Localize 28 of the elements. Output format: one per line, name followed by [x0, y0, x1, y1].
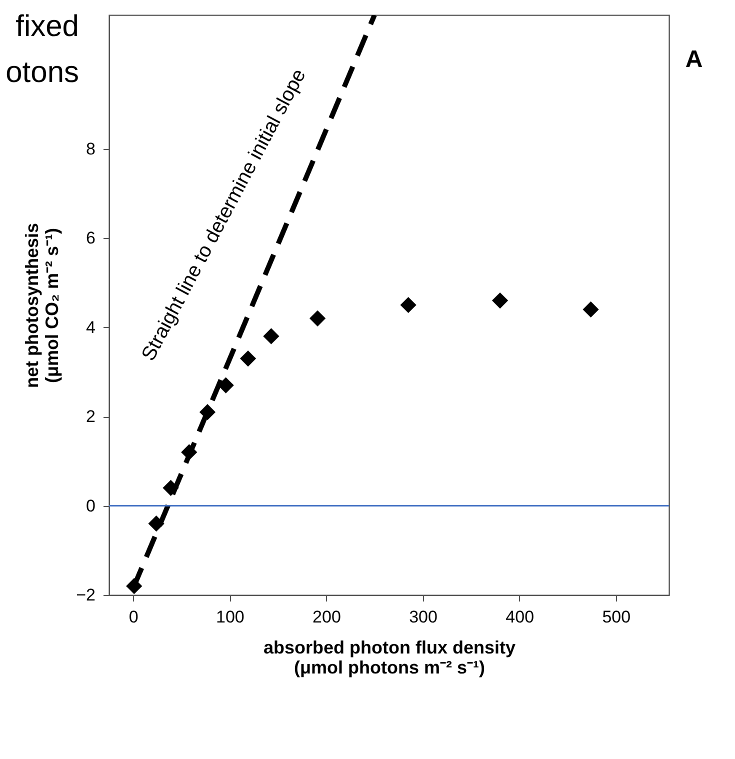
- point: [240, 350, 256, 367]
- x-tick-label: 500: [602, 608, 631, 626]
- y-tick-label: 2: [86, 407, 96, 426]
- x-tick-label: 100: [216, 608, 244, 626]
- text: fixed: [16, 10, 79, 43]
- point: [400, 296, 416, 314]
- point: [263, 328, 280, 344]
- point: [199, 404, 216, 420]
- y-axis-title: net photosynthesis (μmol CO₂ m⁻² s⁻¹): [22, 222, 62, 388]
- point: [126, 578, 142, 594]
- point: [181, 444, 198, 460]
- point: [582, 301, 599, 318]
- y-tick-label: 6: [86, 228, 96, 248]
- text: A: [685, 46, 703, 73]
- y-tick-label: 8: [86, 139, 96, 158]
- point: [492, 292, 508, 309]
- y-tick-label: 0: [86, 496, 96, 516]
- x-tick-label: 0: [128, 608, 138, 626]
- point: [309, 310, 326, 326]
- x-tick-label: 300: [409, 608, 438, 626]
- x-axis-title: absorbed photon flux density (μmol photons m⁻² s⁻¹): [263, 638, 516, 678]
- y-tick-label: −2: [76, 586, 96, 604]
- text: otons: [6, 56, 79, 89]
- x-tick-label: 400: [506, 608, 534, 626]
- x-tick-label: 200: [312, 608, 341, 626]
- point: [162, 480, 179, 496]
- point: [148, 516, 164, 532]
- y-tick-label: 4: [86, 318, 96, 337]
